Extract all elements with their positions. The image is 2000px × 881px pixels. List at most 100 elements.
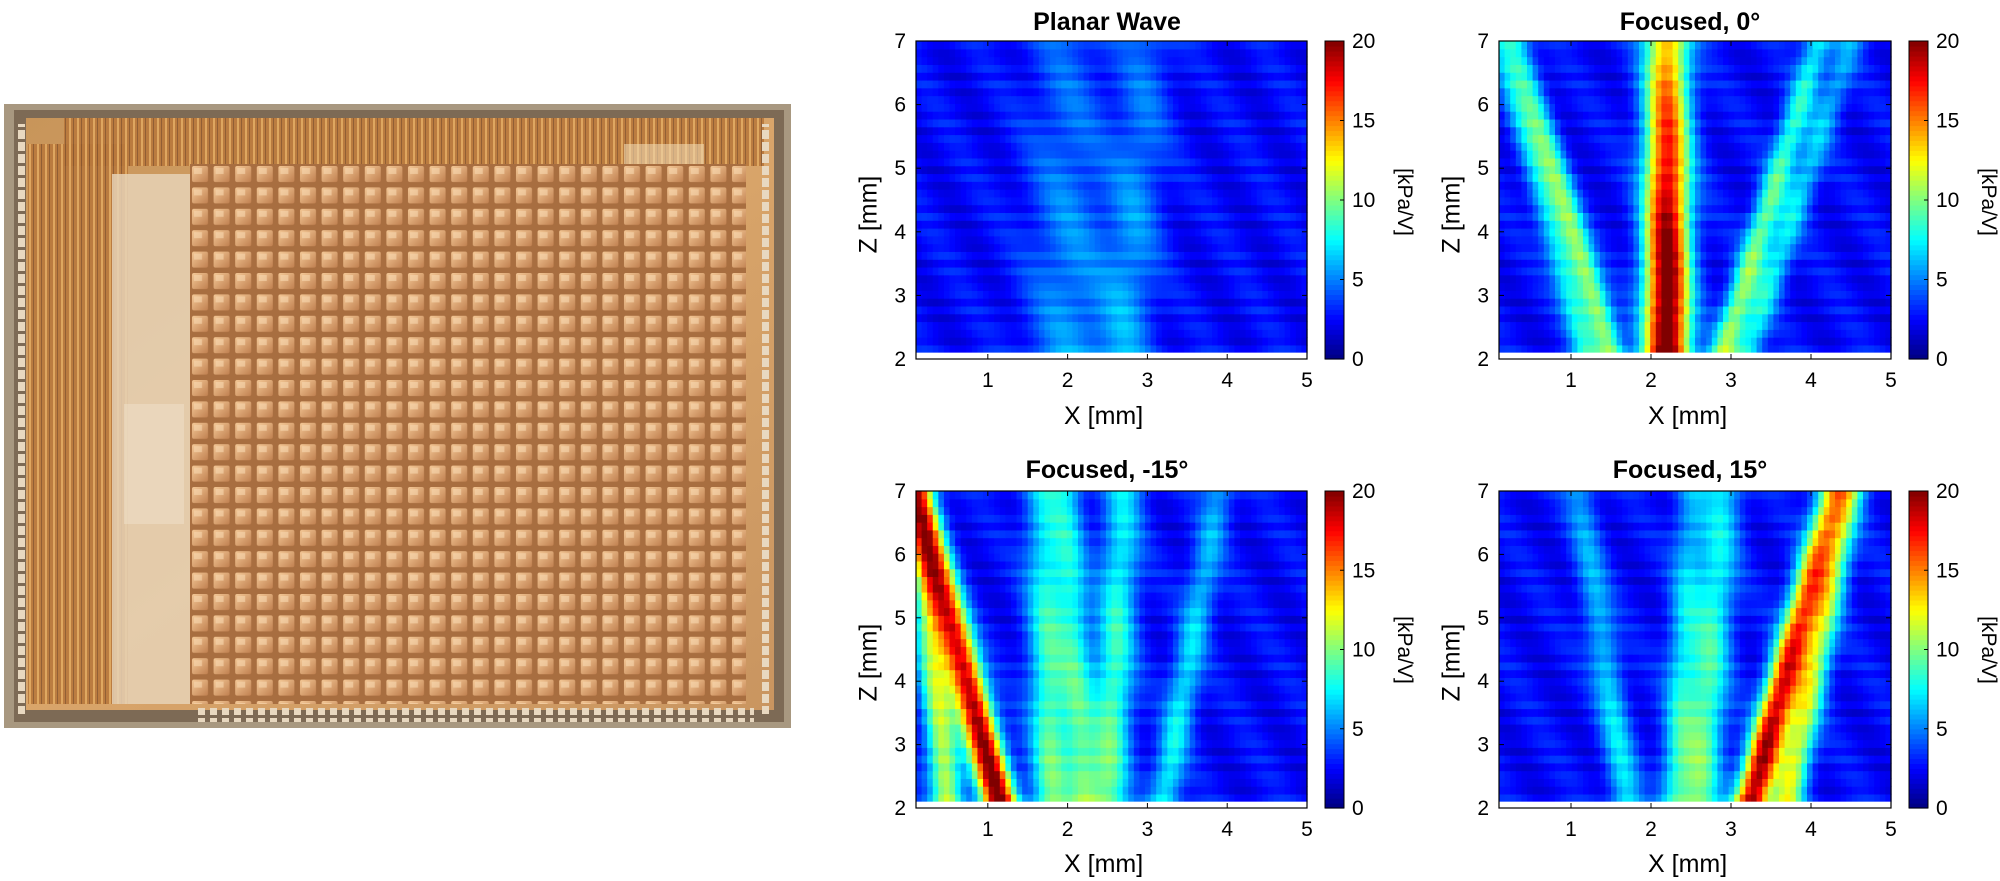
- heatmap-cell: [1044, 79, 1051, 89]
- heatmap-cell: [1583, 329, 1590, 338]
- heatmap-cell: [988, 274, 995, 284]
- heatmap-cell: [1111, 259, 1118, 268]
- heatmap-cell: [1038, 243, 1046, 252]
- heatmap-cell: [1228, 344, 1235, 354]
- heatmap-cell: [1111, 72, 1118, 81]
- heatmap-cell: [943, 227, 951, 237]
- heatmap-cell: [1122, 48, 1129, 58]
- heatmap-cell: [1295, 111, 1303, 120]
- heatmap-cell: [1801, 126, 1808, 136]
- heatmap-cell: [1156, 64, 1163, 73]
- heatmap-cell: [1571, 150, 1578, 159]
- heatmap-cell: [1650, 165, 1657, 175]
- heatmap-cell: [1055, 56, 1062, 65]
- heatmap-cell: [1521, 165, 1528, 175]
- heatmap-cell: [1083, 103, 1090, 112]
- heatmap-cell: [1857, 321, 1864, 330]
- heatmap-cell: [1005, 305, 1012, 315]
- heatmap-cell: [1594, 173, 1601, 182]
- heatmap-cell: [1801, 157, 1808, 167]
- heatmap-cell: [1695, 251, 1702, 260]
- heatmap-cell: [1751, 212, 1758, 221]
- heatmap-cell: [1234, 64, 1241, 73]
- heatmap-cell: [1206, 313, 1213, 323]
- heatmap-cell: [971, 220, 979, 229]
- heatmap-cell: [1807, 181, 1814, 190]
- heatmap-cell: [1167, 298, 1174, 307]
- heatmap-cell: [1273, 204, 1280, 214]
- heatmap-cell: [932, 313, 939, 323]
- heatmap-cell: [1027, 79, 1034, 89]
- heatmap-cell: [1223, 321, 1230, 330]
- heatmap-cell: [1223, 150, 1230, 159]
- heatmap-cell: [1829, 298, 1836, 307]
- heatmap-cell: [1172, 111, 1180, 120]
- heatmap-cell: [1773, 298, 1780, 307]
- heatmap-cell: [1228, 103, 1235, 112]
- heatmap-cell: [1044, 95, 1051, 104]
- heatmap-cell: [1022, 79, 1029, 89]
- heatmap-cell: [1555, 259, 1562, 268]
- heatmap-cell: [1499, 134, 1506, 143]
- heatmap-cell: [1027, 220, 1034, 229]
- heatmap-cell: [1279, 157, 1286, 167]
- heatmap-cell: [943, 344, 951, 354]
- heatmap-cell: [1167, 243, 1174, 252]
- heatmap-cell: [1290, 204, 1297, 214]
- heatmap-cell: [1262, 56, 1269, 65]
- heatmap-cell: [1256, 274, 1263, 284]
- heatmap-cell: [1083, 56, 1090, 65]
- heatmap-cell: [1005, 329, 1012, 338]
- heatmap-cell: [1599, 243, 1606, 252]
- heatmap-cell: [1027, 134, 1034, 143]
- heatmap-cell: [960, 235, 967, 245]
- heatmap-cell: [1145, 204, 1152, 214]
- heatmap-cell: [1667, 204, 1674, 214]
- heatmap-cell: [1885, 274, 1892, 284]
- heatmap-cell: [1189, 196, 1196, 206]
- heatmap-cell: [1583, 274, 1590, 284]
- heatmap-cell: [1010, 329, 1018, 338]
- heatmap-cell: [1050, 204, 1057, 214]
- heatmap-cell: [1818, 337, 1825, 346]
- heatmap-cell: [1863, 329, 1870, 338]
- heatmap-cell: [938, 126, 945, 136]
- heatmap-cell: [1016, 41, 1023, 50]
- heatmap-cell: [966, 56, 973, 65]
- heatmap-cell: [1050, 298, 1057, 307]
- heatmap-cell: [1678, 227, 1685, 237]
- heatmap-cell: [1061, 56, 1068, 65]
- heatmap-cell: [1038, 344, 1046, 354]
- heatmap-cell: [1111, 290, 1118, 299]
- heatmap-cell: [1549, 134, 1556, 143]
- heatmap-cell: [1206, 103, 1213, 112]
- heatmap-cell: [1627, 150, 1634, 159]
- heatmap-cell: [1089, 142, 1096, 151]
- heatmap-cell: [921, 227, 928, 237]
- heatmap-cell: [1077, 181, 1085, 190]
- colorbar-swatch: [1325, 60, 1344, 67]
- heatmap-cell: [1228, 251, 1235, 260]
- heatmap-cell: [1206, 165, 1213, 175]
- heatmap-cell: [1538, 118, 1545, 128]
- heatmap-cell: [1066, 274, 1073, 284]
- heatmap-cell: [1245, 165, 1252, 175]
- heatmap-cell: [1234, 150, 1241, 159]
- heatmap-cell: [1122, 56, 1129, 65]
- heatmap-cell: [949, 298, 956, 307]
- heatmap-cell: [1066, 41, 1073, 50]
- heatmap-cell: [1840, 259, 1847, 268]
- heatmap-cell: [1128, 298, 1135, 307]
- heatmap-cell: [1706, 243, 1713, 252]
- heatmap-cell: [1184, 111, 1191, 120]
- heatmap-cell: [1695, 329, 1702, 338]
- heatmap-cell: [1055, 204, 1062, 214]
- heatmap-cell: [1251, 235, 1258, 245]
- heatmap-cell: [1038, 134, 1046, 143]
- heatmap-cell: [1184, 189, 1191, 198]
- heatmap-cell: [1734, 313, 1741, 323]
- heatmap-cell: [1807, 150, 1814, 159]
- heatmap-cell: [1228, 196, 1235, 206]
- heatmap-cell: [1605, 212, 1612, 221]
- heatmap-cell: [971, 274, 979, 284]
